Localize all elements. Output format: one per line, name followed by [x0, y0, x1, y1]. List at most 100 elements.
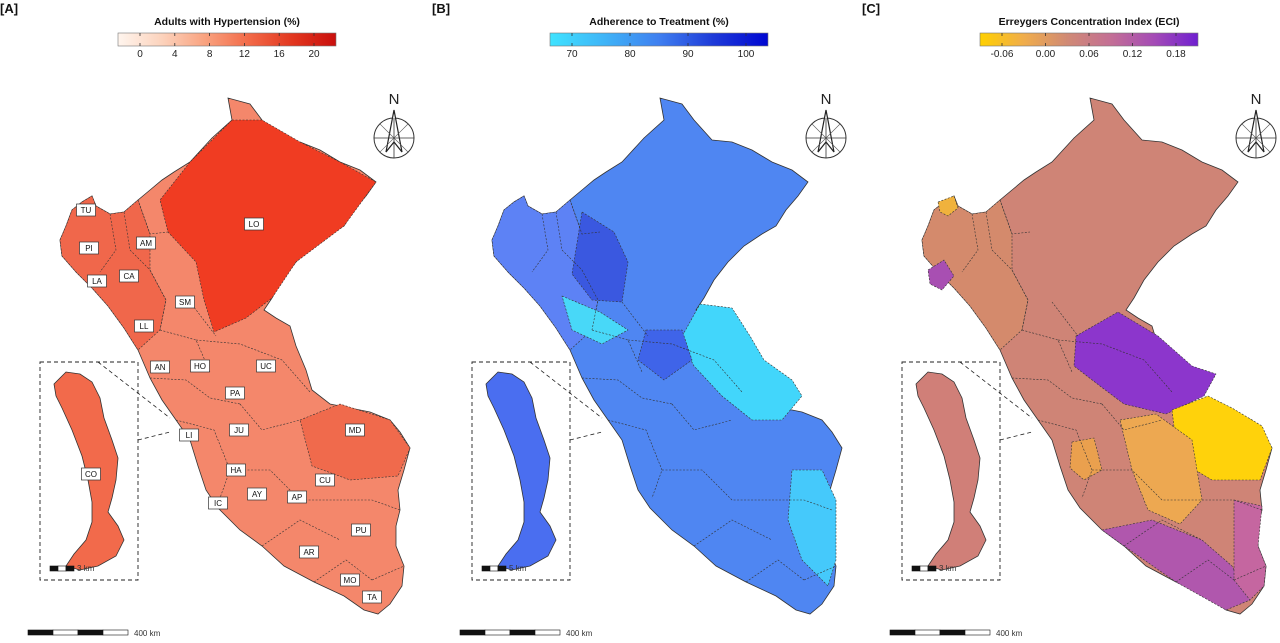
region-border — [1101, 403, 1163, 431]
legend-title: Erreygers Concentration Index (ECI) — [999, 16, 1180, 28]
legend-tick-label: 0.18 — [1166, 49, 1186, 60]
region-border — [99, 213, 117, 273]
legend-tick-label: 70 — [566, 49, 578, 60]
inset-connector — [97, 361, 171, 419]
region-border — [261, 519, 341, 547]
colorbar-legend: Adults with Hypertension (%) 0 4 8 12 16 20 — [117, 16, 337, 60]
scale-text: 400 km — [134, 629, 161, 638]
region-label: PI — [79, 241, 99, 255]
region-label: LO — [244, 217, 264, 231]
region-label: AN — [150, 360, 170, 374]
svg-text:SM: SM — [179, 298, 191, 307]
svg-text:MD: MD — [349, 426, 362, 435]
legend-tick-label: 0 — [137, 49, 143, 60]
colorbar — [117, 32, 337, 47]
region-label: TU — [76, 203, 96, 217]
region-border — [195, 339, 311, 393]
region-border — [772, 499, 833, 511]
svg-text:PA: PA — [230, 389, 241, 398]
svg-text:CA: CA — [123, 272, 135, 281]
svg-text:AY: AY — [252, 490, 263, 499]
region-label: LI — [179, 428, 199, 442]
region-area — [1233, 499, 1267, 601]
region-label: MD — [345, 423, 365, 437]
region-label: PA — [225, 386, 245, 400]
region-label: IC — [208, 496, 228, 510]
legend-tick-label: 0.00 — [1036, 49, 1056, 60]
svg-text:PU: PU — [355, 526, 366, 535]
scale-text: 400 km — [566, 629, 593, 638]
region-border — [581, 269, 599, 331]
region-area — [571, 211, 629, 303]
region-border — [313, 559, 373, 583]
svg-text:LA: LA — [92, 277, 102, 286]
legend-tick-label: 4 — [172, 49, 178, 60]
svg-text:MO: MO — [344, 576, 357, 585]
region-label: CA — [119, 269, 139, 283]
inset-scalebar: 5 km — [481, 564, 527, 573]
region-border — [1021, 329, 1073, 373]
legend-tick-label: 12 — [239, 49, 251, 60]
region-border — [1051, 301, 1079, 337]
svg-text:PI: PI — [85, 244, 93, 253]
svg-text:IC: IC — [214, 499, 222, 508]
inset-connector — [529, 361, 603, 419]
inset-label-box — [81, 467, 101, 481]
panel-label: [C] — [862, 1, 880, 16]
region-label: PU — [351, 523, 371, 537]
svg-text:HO: HO — [194, 362, 206, 371]
inset-connector — [569, 431, 603, 441]
colorbar — [549, 32, 769, 47]
legend-tick-label: 20 — [308, 49, 320, 60]
scalebar: 400 km — [27, 629, 161, 638]
svg-text:AN: AN — [154, 363, 165, 372]
region-area — [561, 295, 629, 345]
region-border — [999, 199, 1031, 235]
peru-map — [921, 97, 1273, 615]
colorbar-legend: Adherence to Treatment (%) 70 80 90 100 — [549, 16, 769, 60]
region-border — [531, 213, 549, 273]
legend-tick-label: -0.06 — [991, 49, 1014, 60]
inset-connector — [137, 431, 171, 441]
north-arrow-icon — [805, 90, 847, 159]
region-border — [662, 469, 772, 501]
panel-label: [A] — [0, 1, 18, 16]
legend-tick-label: 8 — [207, 49, 213, 60]
legend-tick-label: 0.06 — [1079, 49, 1099, 60]
region-north-coast — [59, 195, 167, 351]
legend-tick-label: 100 — [738, 49, 755, 60]
region-border — [555, 211, 583, 271]
inset-region — [485, 371, 557, 571]
region-area — [1069, 437, 1103, 481]
region-border — [569, 199, 601, 235]
region-label: LL — [134, 319, 154, 333]
legend-tick-label: 80 — [624, 49, 636, 60]
region-label: MO — [340, 573, 360, 587]
inset-scalebar: 3 km — [911, 564, 957, 573]
region-border — [607, 419, 663, 499]
region-border — [1233, 565, 1267, 581]
region-border — [149, 377, 241, 405]
svg-text:TA: TA — [367, 593, 377, 602]
inset-map: CO 3 km — [39, 361, 171, 581]
region-border — [693, 519, 773, 547]
svg-text:LI: LI — [186, 431, 193, 440]
region-label: TA — [362, 590, 382, 604]
inset-scalebar: 3 km — [49, 564, 95, 573]
svg-text:HA: HA — [230, 466, 242, 475]
region-border — [621, 301, 649, 337]
region-area — [679, 303, 803, 421]
region-border — [1202, 499, 1263, 511]
region-label: AR — [299, 545, 319, 559]
region-border — [1123, 519, 1203, 547]
colorbar-legend: Erreygers Concentration Index (ECI) -0.06… — [979, 16, 1199, 60]
region-label: UC — [256, 359, 276, 373]
region-border — [627, 339, 743, 393]
svg-text:AP: AP — [292, 493, 303, 502]
inset-connector — [999, 431, 1033, 441]
panel-a: [A] Adults with Hypertension (%) 0 4 8 12 16 20… — [0, 1, 415, 638]
region-border — [745, 559, 805, 583]
svg-text:LO: LO — [249, 220, 260, 229]
legend-tick-label: 0.12 — [1123, 49, 1143, 60]
